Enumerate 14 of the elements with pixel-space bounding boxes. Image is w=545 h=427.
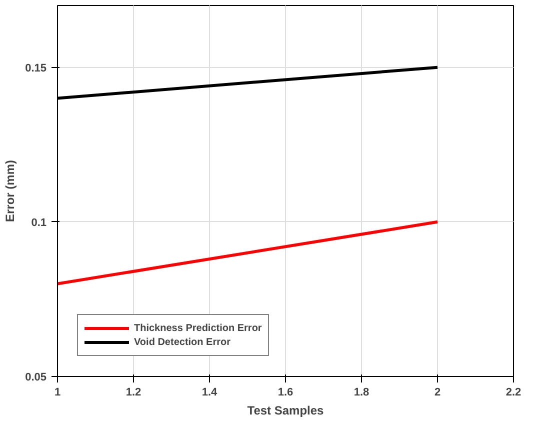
y-tick-label: 0.05 (25, 372, 47, 384)
x-tick-label: 2.2 (506, 386, 522, 398)
x-tick-label: 1.4 (202, 386, 218, 398)
x-tick-label: 1 (54, 386, 61, 398)
x-tick-label: 1.6 (278, 386, 294, 398)
legend-label: Thickness Prediction Error (134, 322, 262, 335)
y-tick-label: 0.15 (25, 62, 47, 74)
y-axis-title: Error (mm) (3, 160, 18, 222)
x-axis-title: Test Samples (247, 404, 324, 418)
x-tick-label: 1.8 (354, 386, 370, 398)
legend-label: Void Detection Error (134, 336, 230, 349)
x-tick-label: 1.2 (126, 386, 142, 398)
y-tick-label: 0.1 (31, 216, 47, 229)
x-tick-label: 2 (434, 386, 441, 398)
